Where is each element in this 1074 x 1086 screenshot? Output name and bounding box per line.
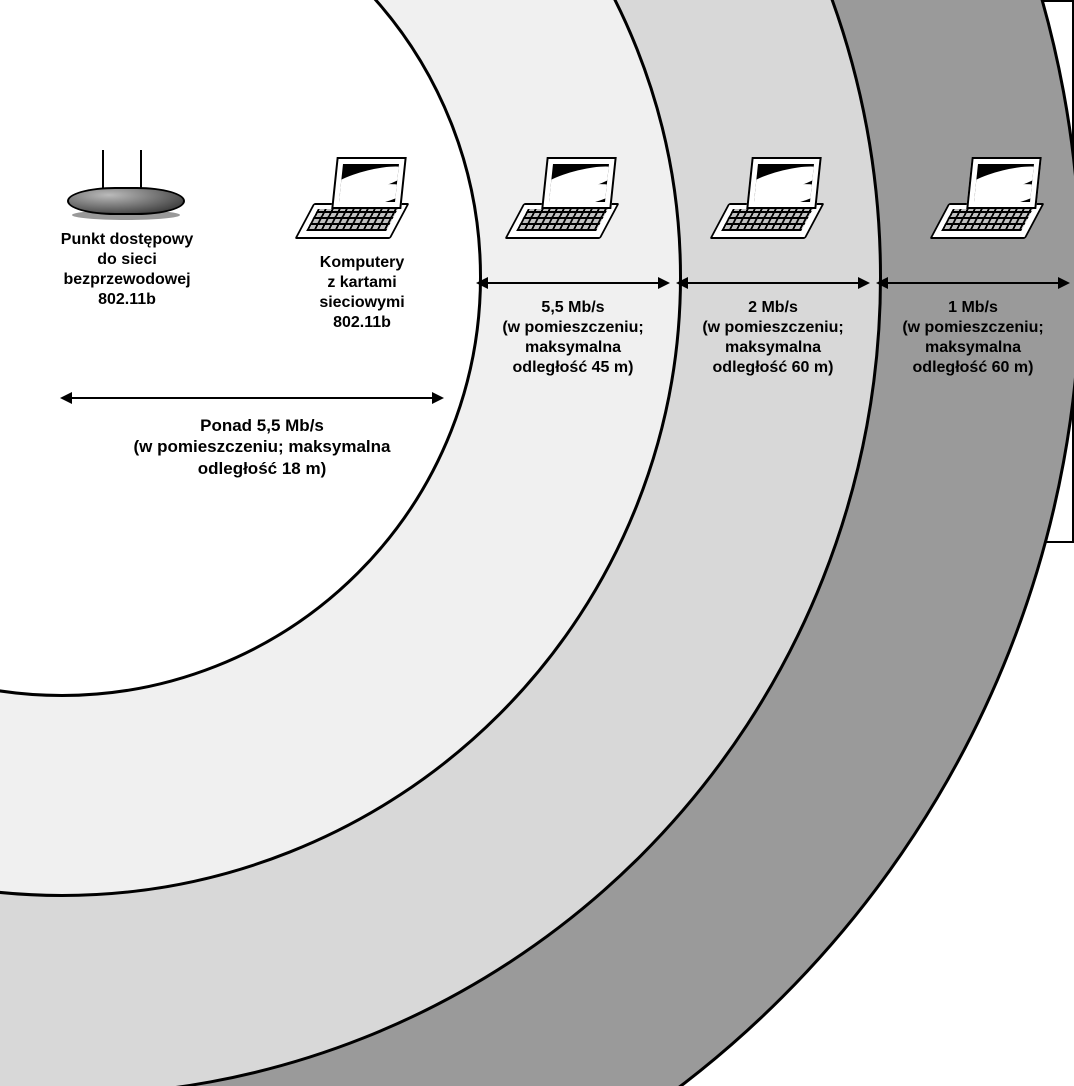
access-point-antenna (140, 150, 142, 190)
access-point-icon (62, 152, 192, 222)
inner-range-label: Ponad 5,5 Mb/s(w pomieszczeniu; maksymal… (52, 415, 472, 479)
zone-2-arrow (678, 282, 868, 284)
access-point-label: Punkt dostępowydo siecibezprzewodowej802… (32, 230, 222, 310)
access-point-body (67, 187, 185, 215)
devices-label: Komputeryz kartamisieciowymi802.11b (287, 253, 437, 333)
inner-range-arrow (62, 397, 442, 399)
zone-3-arrow (878, 282, 1068, 284)
zone-1-label: 5,5 Mb/s(w pomieszczeniu;maksymalnaodleg… (470, 298, 676, 378)
zone-3-label: 1 Mb/s(w pomieszczeniu;maksymalnaodległo… (870, 298, 1074, 378)
zone-2-label: 2 Mb/s(w pomieszczeniu;maksymalnaodległo… (670, 298, 876, 378)
access-point-antenna (102, 150, 104, 190)
zone-1-arrow (478, 282, 668, 284)
wifi-range-diagram: Punkt dostępowydo siecibezprzewodowej802… (2, 2, 1072, 541)
